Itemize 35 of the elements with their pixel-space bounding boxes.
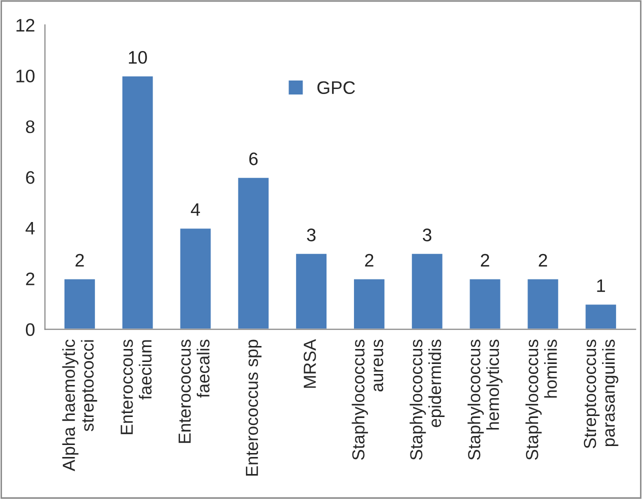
x-tick-label: Streptococcus parasanguinis	[584, 340, 618, 448]
data-label: 2	[365, 254, 374, 267]
x-tick-label: Alpha haemolytic streptococci	[62, 340, 98, 472]
x-tick-label: Enterococcus spp	[246, 340, 262, 476]
bar	[63, 278, 96, 330]
legend-label: GPC	[317, 81, 355, 94]
x-tick-label: Staphylococcus aureus	[352, 340, 384, 460]
data-label: 10	[128, 50, 147, 64]
bar	[120, 74, 154, 330]
data-label: 2	[538, 254, 548, 267]
bar	[352, 278, 386, 330]
data-label: 2	[76, 254, 84, 267]
data-label: 2	[480, 254, 490, 267]
y-tick-label: 6	[26, 171, 34, 184]
bar	[526, 278, 560, 330]
data-label: 4	[190, 203, 200, 216]
bar	[236, 176, 270, 330]
y-tick-label: 8	[26, 120, 34, 134]
bar	[294, 252, 328, 330]
y-tick-label: 12	[16, 18, 34, 32]
x-tick-label: MRSA	[304, 339, 316, 388]
x-tick-label: Enteroccous faecium	[120, 340, 152, 434]
bar	[410, 252, 444, 330]
bar	[584, 303, 618, 330]
y-tick-label: 0	[26, 323, 35, 336]
data-label: 1	[597, 279, 605, 292]
bar	[468, 278, 502, 330]
bar	[178, 227, 212, 330]
data-label: 6	[249, 152, 258, 166]
y-tick-label: 4	[26, 222, 35, 234]
y-tick-label: 10	[16, 70, 35, 82]
data-label: 3	[422, 228, 432, 242]
y-tick-label: 2	[26, 272, 34, 286]
data-label: 3	[306, 228, 316, 242]
x-tick-label: Enterococcus faecalis	[178, 340, 210, 443]
